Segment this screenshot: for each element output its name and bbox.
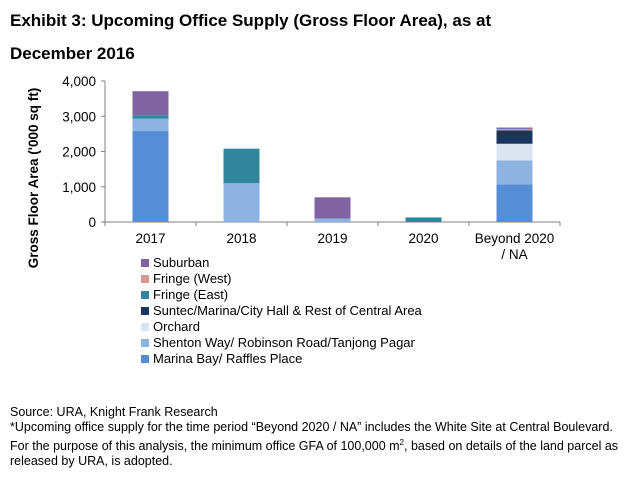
note-text-part1: *Upcoming office supply for the time per… [10, 420, 613, 454]
y-tick-label: 4,000 [62, 74, 96, 89]
y-tick-label: 0 [88, 215, 96, 230]
y-tick-label: 3,000 [62, 109, 96, 124]
bar-segment [496, 160, 533, 185]
legend-item: Orchard [141, 319, 422, 335]
bar-segment [132, 118, 169, 132]
legend-label: Orchard [153, 319, 200, 334]
x-tick-label: 2020 [408, 231, 438, 246]
bar-segment [132, 131, 169, 222]
legend-label: Fringe (East) [153, 287, 229, 302]
legend-label: Suburban [153, 255, 210, 270]
source-text: Source: URA, Knight Frank Research [10, 405, 218, 419]
y-tick-label: 2,000 [62, 145, 96, 160]
bar-segment [314, 218, 351, 222]
x-tick-label: / NA [501, 247, 527, 262]
legend-swatch [141, 275, 149, 283]
legend-label: Suntec/Marina/City Hall & Rest of Centra… [153, 303, 422, 318]
bar-segment [405, 217, 442, 222]
legend-item: Suntec/Marina/City Hall & Rest of Centra… [141, 303, 422, 319]
legend-item: Shenton Way/ Robinson Road/Tanjong Pagar [141, 335, 422, 351]
x-tick-label: 2019 [317, 231, 347, 246]
bar-segment [496, 184, 533, 222]
bar-segment [132, 115, 169, 119]
legend-item: Suburban [141, 255, 422, 271]
legend-item: Marina Bay/ Raffles Place [141, 351, 422, 367]
bar-segment [496, 130, 533, 144]
legend-swatch [141, 307, 149, 315]
x-tick-label: Beyond 2020 [475, 231, 555, 246]
legend-swatch [141, 323, 149, 331]
bar-segment [223, 148, 260, 184]
legend-swatch [141, 291, 149, 299]
bar-segment [223, 183, 260, 222]
title-line-2: December 2016 [10, 44, 135, 63]
x-tick-label: 2018 [226, 231, 256, 246]
legend-label: Marina Bay/ Raffles Place [153, 351, 303, 366]
legend-swatch [141, 355, 149, 363]
note-text: *Upcoming office supply for the time per… [10, 420, 630, 469]
legend-item: Fringe (East) [141, 287, 422, 303]
bar-segment [314, 197, 351, 219]
title-line-1: Exhibit 3: Upcoming Office Supply (Gross… [10, 11, 492, 30]
legend-swatch [141, 259, 149, 267]
x-tick-label: 2017 [135, 231, 165, 246]
bar-segment [496, 128, 533, 131]
note-superscript: 2 [399, 438, 404, 447]
legend-label: Fringe (West) [153, 271, 232, 286]
bar-segment [496, 143, 533, 161]
legend-label: Shenton Way/ Robinson Road/Tanjong Pagar [153, 335, 415, 350]
y-tick-label: 1,000 [62, 180, 96, 195]
bar-segment [496, 127, 533, 129]
legend-swatch [141, 339, 149, 347]
footnote: Source: URA, Knight Frank Research *Upco… [10, 405, 630, 469]
note-text-part2: , based on details of the land parcel as… [10, 439, 619, 469]
chart-title: Exhibit 3: Upcoming Office Supply (Gross… [10, 4, 630, 70]
chart-legend: Suburban Fringe (West) Fringe (East) Suntec… [141, 255, 422, 367]
bar-segment [132, 91, 169, 116]
y-axis-label: Gross Floor Area ('000 sq ft) [26, 88, 41, 269]
stacked-bar-chart: 0 1,000 2,000 3,000 4,000 2017 2018 2019 2020 Bey… [26, 74, 561, 269]
legend-item: Fringe (West) [141, 271, 422, 287]
